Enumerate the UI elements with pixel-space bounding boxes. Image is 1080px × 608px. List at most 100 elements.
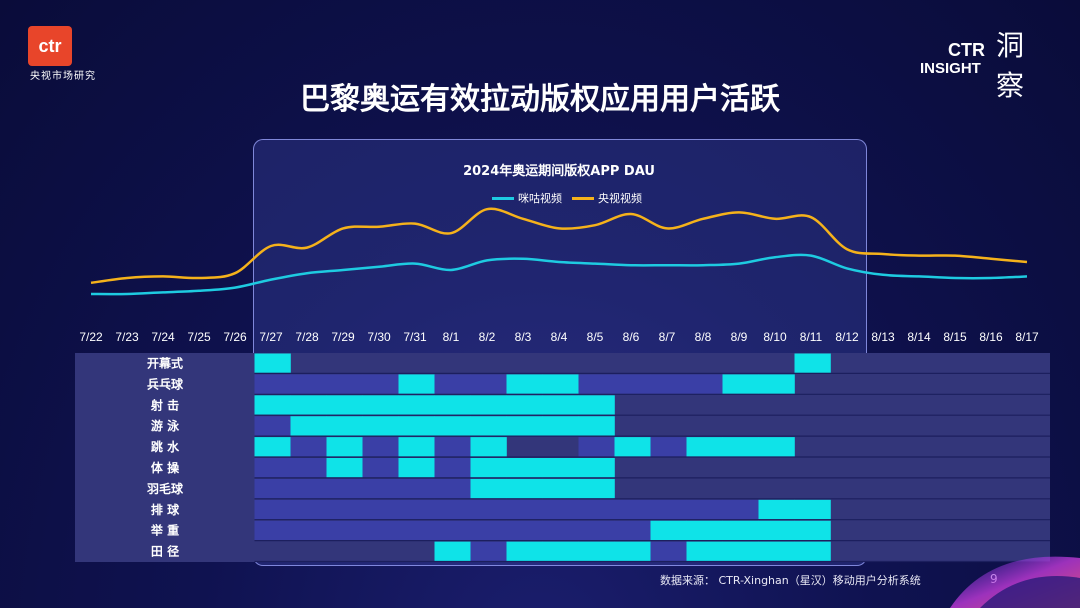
x-tick-label: 8/13 <box>871 330 895 344</box>
x-tick-label: 7/25 <box>187 330 211 344</box>
schedule-cell-active <box>326 458 363 478</box>
schedule-cell-active <box>578 416 615 436</box>
schedule-cell-active <box>758 374 795 394</box>
schedule-cell-active <box>650 520 687 541</box>
schedule-cell-active <box>506 374 543 394</box>
schedule-cell-active <box>794 520 831 541</box>
schedule-cell-active <box>506 395 543 415</box>
schedule-cell-ongoing <box>398 499 435 520</box>
schedule-cell-active <box>686 541 723 561</box>
schedule-cell-ongoing <box>614 374 651 394</box>
schedule-cell-active <box>542 458 579 478</box>
x-tick-label: 7/29 <box>331 330 355 344</box>
schedule-cell-ongoing <box>470 374 507 394</box>
schedule-cell-ongoing <box>434 437 471 457</box>
schedule-cell-ongoing <box>650 374 687 394</box>
schedule-cell-ongoing <box>326 520 363 541</box>
insight-line2: INSIGHT <box>920 60 981 77</box>
schedule-cell-ongoing <box>578 499 615 520</box>
schedule-cell-active <box>578 395 615 415</box>
x-tick-label: 7/31 <box>403 330 427 344</box>
schedule-cell-ongoing <box>254 520 291 541</box>
schedule-cell-ongoing <box>362 374 399 394</box>
ctr-logo-subtitle: 央视市场研究 <box>30 71 96 82</box>
schedule-cell-ongoing <box>362 520 399 541</box>
schedule-cell-ongoing <box>290 458 327 478</box>
x-tick-label: 8/14 <box>907 330 931 344</box>
schedule-cell-active <box>470 478 507 499</box>
schedule-cell-active <box>290 395 327 415</box>
schedule-cell-ongoing <box>470 499 507 520</box>
schedule-cell-active <box>758 541 795 561</box>
legend-swatch-cctv <box>572 196 594 200</box>
schedule-cell-ongoing <box>578 437 615 457</box>
schedule-cell-active <box>326 395 363 415</box>
schedule-cell-ongoing <box>650 541 687 561</box>
schedule-cell-ongoing <box>254 416 291 436</box>
schedule-sport-label: 兵乓球 <box>147 376 184 391</box>
schedule-cell-active <box>470 437 507 457</box>
schedule-cell-ongoing <box>254 374 291 394</box>
schedule-sport-label: 排 球 <box>151 502 180 517</box>
schedule-cell-active <box>398 437 435 457</box>
schedule-cell-ongoing <box>542 499 579 520</box>
schedule-cell-active <box>686 520 723 541</box>
schedule-cell-active <box>722 520 759 541</box>
x-tick-label: 8/9 <box>731 330 748 344</box>
schedule-cell-active <box>506 416 543 436</box>
ctr-insight-logo: CTR INSIGHT 洞察 <box>920 29 1040 102</box>
schedule-cell-active <box>398 395 435 415</box>
schedule-cell-ongoing <box>398 520 435 541</box>
schedule-cell-active <box>758 520 795 541</box>
legend-label-migu: 咪咕视频 <box>518 192 562 205</box>
schedule-cell-ongoing <box>434 374 471 394</box>
schedule-cell-active <box>506 478 543 499</box>
schedule-cell-active <box>434 416 471 436</box>
x-tick-label: 8/4 <box>551 330 568 344</box>
x-tick-label: 7/30 <box>367 330 391 344</box>
schedule-cell-active <box>470 458 507 478</box>
schedule-cell-active <box>614 437 651 457</box>
schedule-cell-active <box>614 541 651 561</box>
schedule-sport-label: 体 操 <box>151 460 180 475</box>
x-tick-label: 8/11 <box>800 330 823 344</box>
schedule-cell-active <box>542 374 579 394</box>
schedule-cell-active <box>578 541 615 561</box>
schedule-cell-ongoing <box>470 520 507 541</box>
schedule-cell-ongoing <box>290 478 327 499</box>
corner-decoration <box>950 556 1080 608</box>
schedule-sport-label: 游 泳 <box>151 418 180 433</box>
x-tick-label: 8/17 <box>1015 330 1039 344</box>
schedule-cell-active <box>794 353 831 373</box>
x-tick-label: 8/10 <box>763 330 787 344</box>
schedule-cell-ongoing <box>506 520 543 541</box>
legend-swatch-migu <box>492 196 514 200</box>
schedule-cell-ongoing <box>506 499 543 520</box>
schedule-cell-active <box>722 541 759 561</box>
schedule-cell-ongoing <box>434 458 471 478</box>
x-tick-label: 7/24 <box>151 330 175 344</box>
schedule-cell-ongoing <box>722 499 759 520</box>
schedule-cell-active <box>722 374 759 394</box>
line-migu <box>90 253 1028 296</box>
schedule-cell-active <box>398 416 435 436</box>
schedule-cell-active <box>362 416 399 436</box>
x-tick-label: 7/27 <box>259 330 283 344</box>
x-tick-label: 8/5 <box>587 330 604 344</box>
schedule-cell-ongoing <box>686 374 723 394</box>
schedule-cell-ongoing <box>326 499 363 520</box>
schedule-sport-label: 跳 水 <box>151 439 180 454</box>
schedule-cell-ongoing <box>650 437 687 457</box>
x-tick-label: 8/1 <box>443 330 460 344</box>
schedule-sport-label: 开幕式 <box>147 356 183 371</box>
schedule-cell-active <box>578 478 615 499</box>
schedule-cell-ongoing <box>362 458 399 478</box>
schedule-cell-ongoing <box>434 478 471 499</box>
data-source: 数据来源： CTR-Xinghan（星汉）移动用户分析系统 <box>660 574 921 587</box>
schedule-cell-active <box>542 395 579 415</box>
schedule-cell-active <box>506 458 543 478</box>
schedule-cell-active <box>578 458 615 478</box>
schedule-cell-active <box>758 499 795 520</box>
schedule-cell-ongoing <box>290 374 327 394</box>
schedule-cell-active <box>470 416 507 436</box>
